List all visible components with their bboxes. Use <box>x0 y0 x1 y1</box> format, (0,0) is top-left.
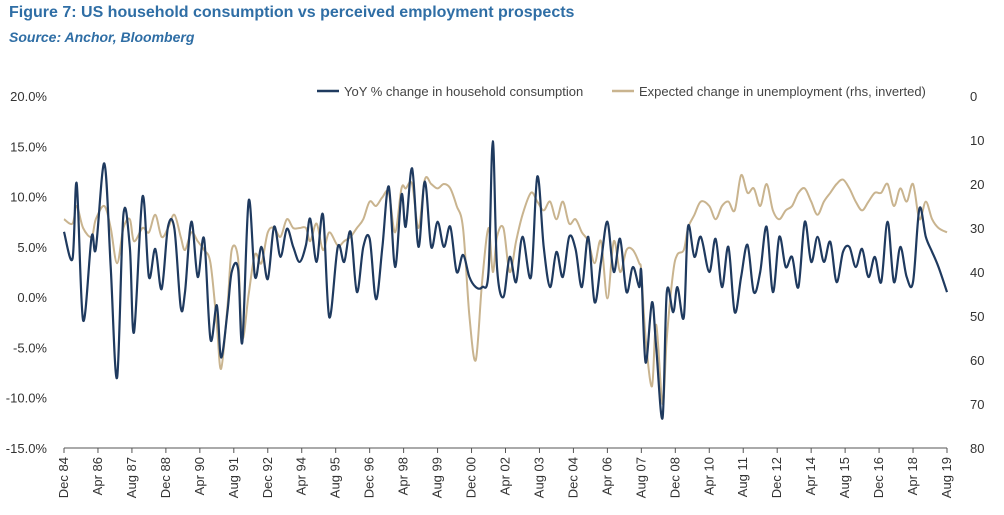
x-tick-label: Apr 10 <box>701 457 716 495</box>
y-right-tick-label: 20 <box>970 177 984 192</box>
y-left-tick-label: 15.0% <box>10 139 47 154</box>
legend-label: Expected change in unemployment (rhs, in… <box>639 84 926 99</box>
chart-legend: YoY % change in household consumption Exp… <box>317 84 926 99</box>
x-tick-label: Dec 04 <box>565 457 580 498</box>
y-right-tick-label: 80 <box>970 441 984 456</box>
x-tick-label: Aug 07 <box>633 457 648 498</box>
y-right-tick-label: 30 <box>970 221 984 236</box>
y-left-tick-label: -15.0% <box>6 441 48 456</box>
legend-item-consumption: YoY % change in household consumption <box>317 84 583 99</box>
x-tick-label: Apr 06 <box>599 457 614 495</box>
x-tick-label: Dec 92 <box>260 457 275 498</box>
y-left-tick-label: 10.0% <box>10 190 47 205</box>
y-right-tick-label: 0 <box>970 89 977 104</box>
y-left-tick-label: 20.0% <box>10 89 47 104</box>
x-tick-label: Dec 84 <box>56 457 71 498</box>
legend-label: YoY % change in household consumption <box>344 84 583 99</box>
chart-subtitle: Source: Anchor, Bloomberg <box>9 29 195 45</box>
chart-axes: Dec 84 Apr 86 Aug 87 Dec 88 Apr 90 Aug 91 Dec … <box>6 89 985 498</box>
x-tick-label: Aug 95 <box>328 457 343 498</box>
x-tick-label: Aug 03 <box>531 457 546 498</box>
y-left-tick-label: -5.0% <box>13 340 47 355</box>
y-right-tick-label: 60 <box>970 353 984 368</box>
y-left-tick-label: 0.0% <box>17 290 47 305</box>
y-right-tick-label: 40 <box>970 265 984 280</box>
x-tick-label: Aug 99 <box>430 457 445 498</box>
x-tick-label: Dec 00 <box>464 457 479 498</box>
chart-title: Figure 7: US household consumption vs pe… <box>9 4 575 21</box>
y-right-tick-label: 70 <box>970 397 984 412</box>
y-left-tick-label: -10.0% <box>6 391 48 406</box>
x-tick-label: Dec 12 <box>769 457 784 498</box>
y-left-tick-label: 5.0% <box>17 240 47 255</box>
y-right-tick-label: 10 <box>970 133 984 148</box>
x-tick-label: Dec 08 <box>667 457 682 498</box>
x-tick-label: Aug 11 <box>735 457 750 497</box>
legend-item-unemployment: Expected change in unemployment (rhs, in… <box>612 84 926 99</box>
x-tick-label: Apr 86 <box>90 457 105 495</box>
y-right-tick-label: 50 <box>970 309 984 324</box>
chart-lines <box>62 140 949 420</box>
x-tick-label: Apr 94 <box>294 457 309 495</box>
x-tick-label: Dec 96 <box>362 457 377 498</box>
x-tick-label: Apr 90 <box>192 457 207 495</box>
x-tick-label: Aug 87 <box>124 457 139 498</box>
x-tick-label: Aug 19 <box>939 457 954 498</box>
series-line-unemployment <box>63 174 948 406</box>
x-tick-label: Apr 18 <box>905 457 920 495</box>
series-line-consumption <box>62 140 949 420</box>
x-tick-label: Apr 02 <box>498 457 513 495</box>
x-tick-label: Apr 98 <box>396 457 411 495</box>
x-tick-label: Dec 88 <box>158 457 173 498</box>
x-tick-label: Apr 14 <box>803 457 818 495</box>
x-tick-label: Dec 16 <box>871 457 886 498</box>
x-tick-label: Aug 15 <box>837 457 852 498</box>
x-tick-label: Aug 91 <box>226 457 241 498</box>
